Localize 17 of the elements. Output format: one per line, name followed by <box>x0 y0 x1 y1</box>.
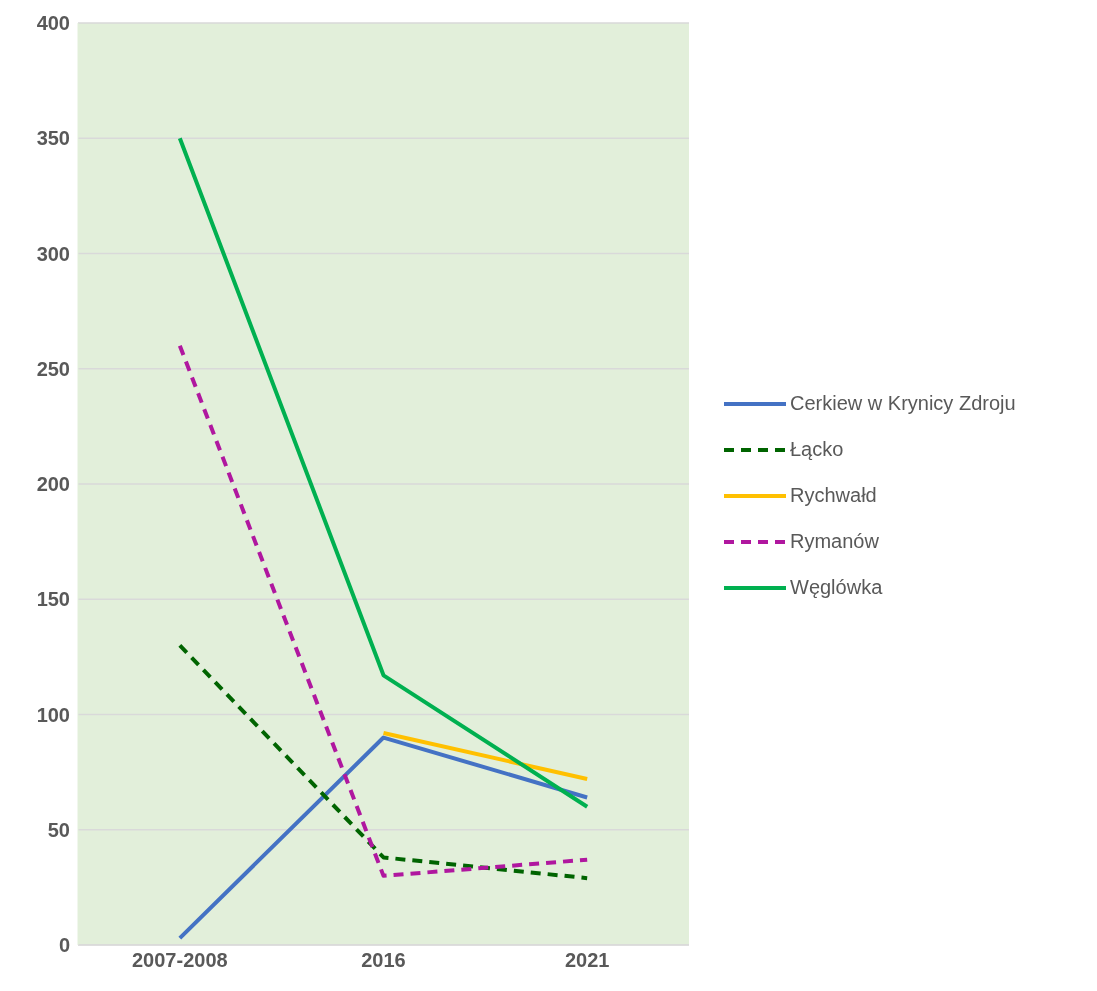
y-tick-label: 350 <box>36 127 70 150</box>
legend-label: Rychwałd <box>790 484 877 507</box>
y-tick-label: 400 <box>36 12 70 35</box>
y-tick-label: 250 <box>36 357 70 380</box>
y-tick-label: 0 <box>58 934 70 957</box>
x-tick-label: 2007-2008 <box>132 949 228 972</box>
y-tick-label: 200 <box>36 473 70 496</box>
legend-label: Cerkiew w Krynicy Zdroju <box>790 392 1016 415</box>
legend-label: Łącko <box>790 438 844 461</box>
y-tick-label: 300 <box>36 242 70 265</box>
y-tick-label: 50 <box>47 818 70 841</box>
legend-label: Rymanów <box>790 530 879 553</box>
legend-label: Węglówka <box>790 576 883 599</box>
x-tick-label: 2021 <box>564 949 610 972</box>
y-tick-label: 100 <box>36 703 70 726</box>
y-tick-label: 150 <box>36 588 70 611</box>
x-tick-label: 2016 <box>361 949 406 972</box>
